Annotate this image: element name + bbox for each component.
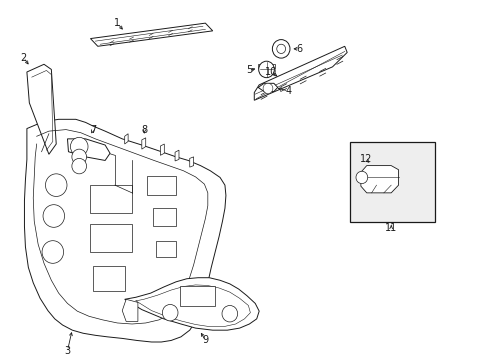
Circle shape xyxy=(276,44,285,54)
Text: 10: 10 xyxy=(264,67,277,77)
Circle shape xyxy=(42,241,63,263)
Circle shape xyxy=(258,61,274,78)
Bar xyxy=(93,266,124,291)
Polygon shape xyxy=(90,23,212,46)
Polygon shape xyxy=(258,64,274,68)
Text: 7: 7 xyxy=(90,125,96,135)
Circle shape xyxy=(72,149,86,165)
Polygon shape xyxy=(124,134,128,144)
Bar xyxy=(146,176,176,195)
Text: 6: 6 xyxy=(296,44,302,54)
Circle shape xyxy=(263,83,272,94)
Polygon shape xyxy=(142,138,145,149)
Text: 11: 11 xyxy=(384,223,397,233)
Circle shape xyxy=(70,137,88,156)
Text: 8: 8 xyxy=(141,125,147,135)
Text: 4: 4 xyxy=(285,86,291,96)
Text: 5: 5 xyxy=(246,66,252,76)
Circle shape xyxy=(162,305,178,321)
Polygon shape xyxy=(160,144,164,155)
Circle shape xyxy=(43,205,64,227)
Polygon shape xyxy=(124,278,259,330)
Polygon shape xyxy=(24,119,225,342)
Circle shape xyxy=(72,158,86,174)
Text: 9: 9 xyxy=(202,336,208,346)
Polygon shape xyxy=(27,64,56,154)
Polygon shape xyxy=(254,46,346,100)
Bar xyxy=(90,224,132,252)
Bar xyxy=(152,208,176,226)
Circle shape xyxy=(355,171,367,184)
Bar xyxy=(349,143,434,222)
Circle shape xyxy=(222,306,237,322)
Bar xyxy=(90,185,132,213)
Polygon shape xyxy=(360,166,398,193)
Bar xyxy=(156,241,176,257)
Text: 1: 1 xyxy=(114,18,120,28)
Bar xyxy=(180,287,215,306)
Circle shape xyxy=(45,174,67,197)
Text: 12: 12 xyxy=(359,154,371,165)
Polygon shape xyxy=(67,139,110,161)
Polygon shape xyxy=(122,299,138,321)
Circle shape xyxy=(272,40,289,58)
Text: 3: 3 xyxy=(64,346,70,356)
Polygon shape xyxy=(189,157,193,167)
Polygon shape xyxy=(258,83,277,91)
Text: 2: 2 xyxy=(20,53,26,63)
Polygon shape xyxy=(175,150,179,161)
